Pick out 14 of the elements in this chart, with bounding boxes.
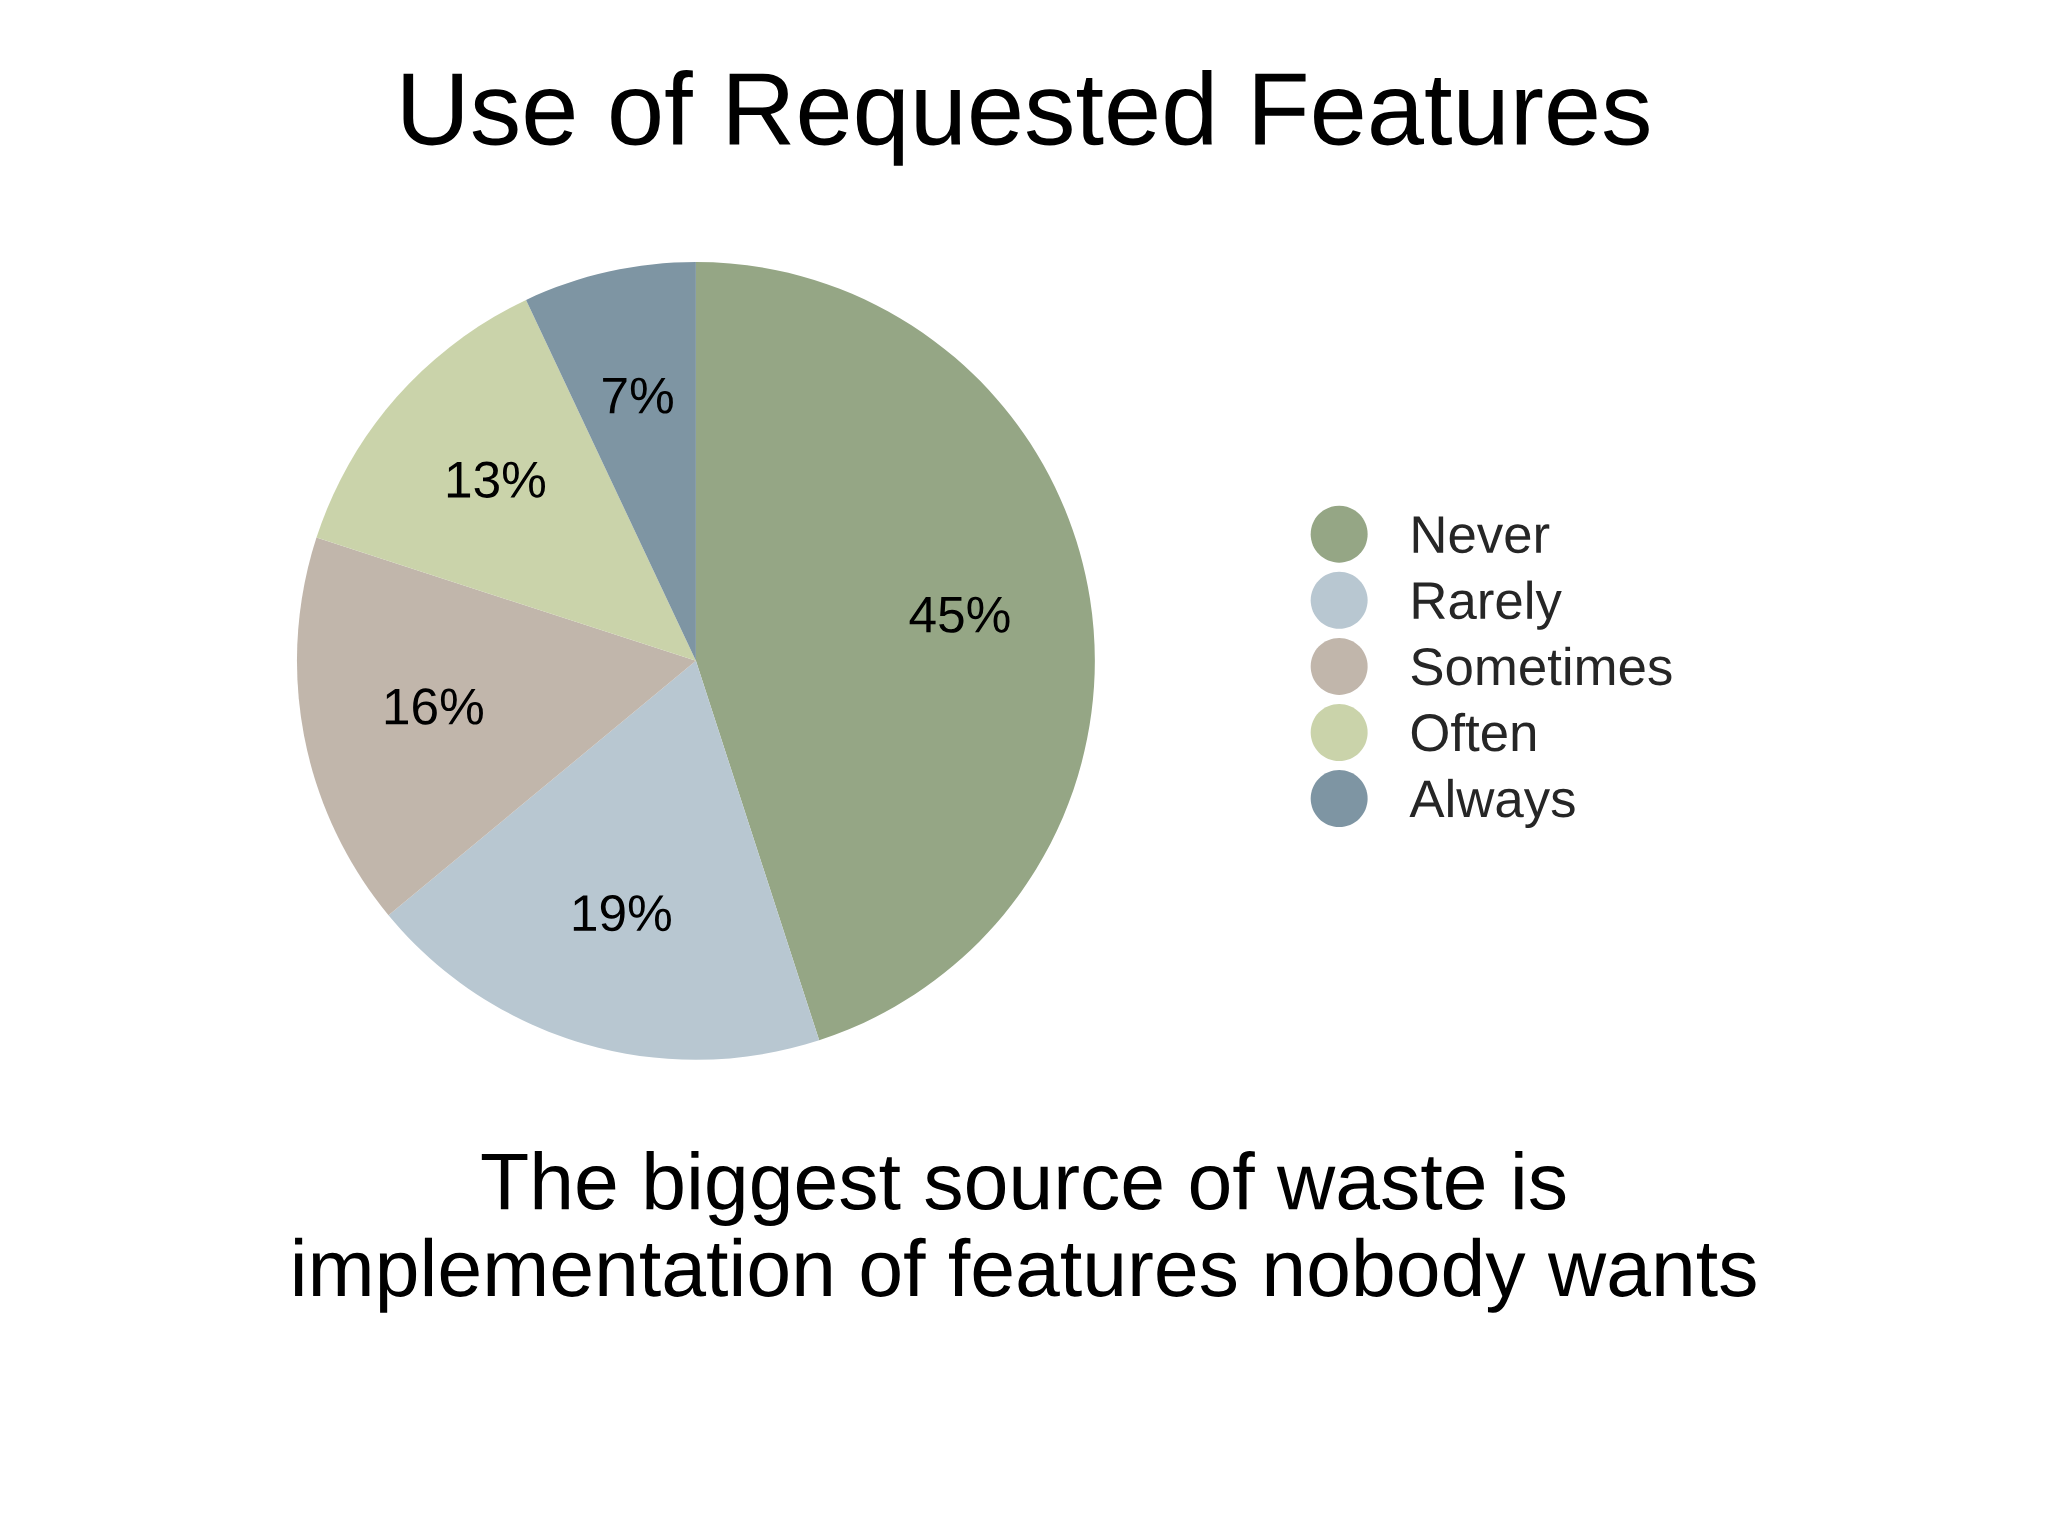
data-label: 7% — [603, 377, 673, 414]
data-label: 19% — [573, 894, 671, 932]
chart-title: Use of Requested Features — [403, 69, 1649, 166]
data-label: 16% — [385, 688, 483, 725]
legend-label: Always — [1409, 778, 1575, 829]
data-label: 45% — [909, 596, 1010, 633]
data-label: 13% — [447, 461, 546, 498]
text: The biggest source of waste is implementation of features nobody wants — [295, 1150, 1756, 1313]
legend-label: Often — [1411, 712, 1536, 752]
legend-label: Never — [1413, 516, 1550, 554]
pie-slice — [316, 299, 696, 661]
legend-label: Rarely — [1413, 580, 1562, 630]
legend-label: Sometimes — [1411, 646, 1672, 686]
pie-slice — [695, 261, 1095, 1041]
